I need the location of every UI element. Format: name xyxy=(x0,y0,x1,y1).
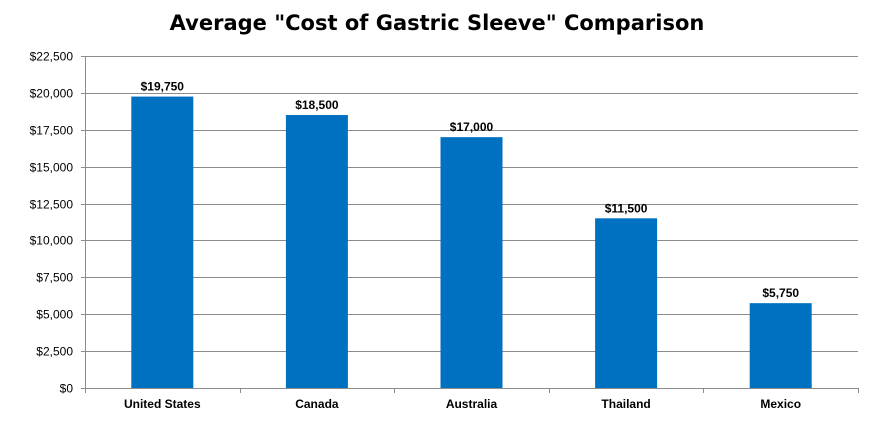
x-category-label: Thailand xyxy=(601,397,650,411)
y-tick-label: $17,500 xyxy=(30,124,74,138)
x-category-label: Australia xyxy=(446,397,498,411)
y-tick-label: $7,500 xyxy=(36,271,73,285)
bars xyxy=(131,96,812,389)
x-category-label: United States xyxy=(124,397,201,411)
x-axis-category-labels: United States Canada Australia Thailand Mexi… xyxy=(124,397,801,411)
bar-thailand xyxy=(595,218,658,388)
y-tick-label: $5,000 xyxy=(36,308,73,322)
data-label: $18,500 xyxy=(295,98,339,112)
y-axis-tick-labels: $0 $2,500 $5,000 $7,500 $10,000 $12,500 $15,00… xyxy=(30,50,74,396)
data-label: $19,750 xyxy=(141,80,185,94)
data-label: $5,750 xyxy=(762,286,799,300)
bar-united-states xyxy=(131,96,194,389)
y-tick-label: $22,500 xyxy=(30,50,74,64)
data-labels: $19,750 $18,500 $17,000 $11,500 $5,750 xyxy=(141,80,800,301)
y-tick-label: $20,000 xyxy=(30,87,74,101)
y-tick-label: $10,000 xyxy=(30,234,74,248)
data-label: $11,500 xyxy=(605,201,648,215)
x-category-label: Mexico xyxy=(760,397,801,411)
axes xyxy=(81,56,859,393)
chart-title: Average "Cost of Gastric Sleeve" Compari… xyxy=(170,11,705,35)
data-label: $17,000 xyxy=(450,120,494,134)
y-tick-label: $15,000 xyxy=(30,161,74,175)
y-tick-label: $12,500 xyxy=(30,198,74,212)
bar-canada xyxy=(285,115,348,389)
bar-australia xyxy=(440,137,503,388)
bar-mexico xyxy=(749,303,812,388)
x-category-label: Canada xyxy=(295,397,339,411)
y-tick-label: $0 xyxy=(60,382,74,396)
y-tick-label: $2,500 xyxy=(36,345,73,359)
